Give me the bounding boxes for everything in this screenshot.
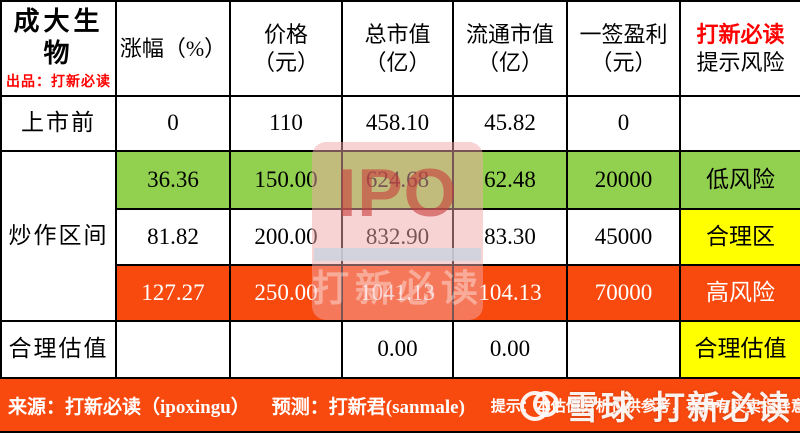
table-cell: 0.00 <box>452 320 568 379</box>
table-cell: 624.68 <box>341 150 454 210</box>
table-cell <box>229 320 343 379</box>
col-header-label: 价格 <box>263 22 308 47</box>
table-cell: 0.00 <box>341 320 454 379</box>
footer-bar: 来源：打新必读（ipoxingu） 预测：打新君(sanmale) 提示：本估值… <box>0 377 800 433</box>
header-row: 成大生物 出品：打新必读 涨幅（%） 价格 （元） 总市值 （亿） 流通市值 （… <box>0 0 800 97</box>
footer-source: 来源：打新必读（ipoxingu） <box>8 396 250 418</box>
table-cell: 104.13 <box>452 264 568 322</box>
table-cell: 83.30 <box>452 208 568 266</box>
row-high-risk: 127.27 250.00 1041.13 104.13 70000 高风险 <box>1 264 800 322</box>
risk-cell-fair-value: 合理估值 <box>679 320 800 379</box>
table-cell: 110 <box>229 95 343 152</box>
table-cell: 832.90 <box>341 208 454 266</box>
row-low-risk: 炒作区间 36.36 150.00 624.68 62.48 20000 低风险 <box>0 150 800 322</box>
col-header-unit: 提示风险 <box>696 49 785 75</box>
stock-header-cell: 成大生物 出品：打新必读 <box>0 0 117 97</box>
valuation-table: 成大生物 出品：打新必读 涨幅（%） 价格 （元） 总市值 （亿） 流通市值 （… <box>0 0 800 379</box>
col-header-unit: （元） <box>590 49 657 75</box>
col-header-price: 价格 （元） <box>229 0 343 97</box>
row-label-pre-ipo: 上市前 <box>0 95 117 152</box>
table-cell: 36.36 <box>115 150 231 210</box>
row-fair-value: 合理估值 0.00 0.00 合理估值 <box>0 320 800 379</box>
col-header-unit: （亿） <box>476 49 543 75</box>
table-cell: 45000 <box>566 208 681 266</box>
table-cell: 458.10 <box>341 95 454 152</box>
table-cell: 1041.13 <box>341 264 454 322</box>
publisher-note: 出品：打新必读 <box>6 74 111 90</box>
col-header-total-cap: 总市值 （亿） <box>341 0 454 97</box>
table-cell: 127.27 <box>115 264 231 322</box>
risk-cell-high: 高风险 <box>679 264 800 322</box>
col-header-label: 总市值 <box>364 22 431 47</box>
row-pre-ipo: 上市前 0 110 458.10 45.82 0 <box>0 95 800 152</box>
col-header-label: 涨幅（%） <box>119 35 227 61</box>
footer-forecast: 预测：打新君(sanmale) <box>271 396 465 418</box>
table-cell: 250.00 <box>229 264 343 322</box>
table-cell: 200.00 <box>229 208 343 266</box>
table-cell <box>115 320 231 379</box>
col-header-lot-profit: 一签盈利 （元） <box>566 0 681 97</box>
row-fair-zone: 81.82 200.00 832.90 83.30 45000 合理区 <box>1 208 800 266</box>
col-header-float-cap: 流通市值 （亿） <box>452 0 568 97</box>
table-cell: 0 <box>115 95 231 152</box>
table-cell: 20000 <box>566 150 681 210</box>
col-header-label: 打新必读 <box>696 22 785 47</box>
table-cell: 81.82 <box>115 208 231 266</box>
col-header-risk: 打新必读 提示风险 <box>679 0 800 97</box>
col-header-change: 涨幅（%） <box>115 0 231 97</box>
risk-cell-low: 低风险 <box>679 150 800 210</box>
table-cell: 70000 <box>566 264 681 322</box>
table-cell: 62.48 <box>452 150 568 210</box>
col-header-unit: （元） <box>252 49 319 75</box>
table-cell: 0 <box>566 95 681 152</box>
row-label-speculation: 炒作区间 <box>0 150 117 322</box>
table-cell: 150.00 <box>229 150 343 210</box>
table-cell: 45.82 <box>452 95 568 152</box>
footer-disclaimer: 提示：本估值分析仅供参考，不具有买卖指导意义。 <box>490 398 800 415</box>
table-cell <box>566 320 681 379</box>
col-header-label: 流通市值 <box>465 22 554 47</box>
row-label-fair-value: 合理估值 <box>0 320 117 379</box>
risk-cell-fair-zone: 合理区 <box>679 208 800 266</box>
stock-name: 成大生物 <box>13 6 104 69</box>
col-header-label: 一签盈利 <box>579 22 668 47</box>
risk-cell-blank <box>679 95 800 152</box>
col-header-unit: （亿） <box>364 49 431 75</box>
